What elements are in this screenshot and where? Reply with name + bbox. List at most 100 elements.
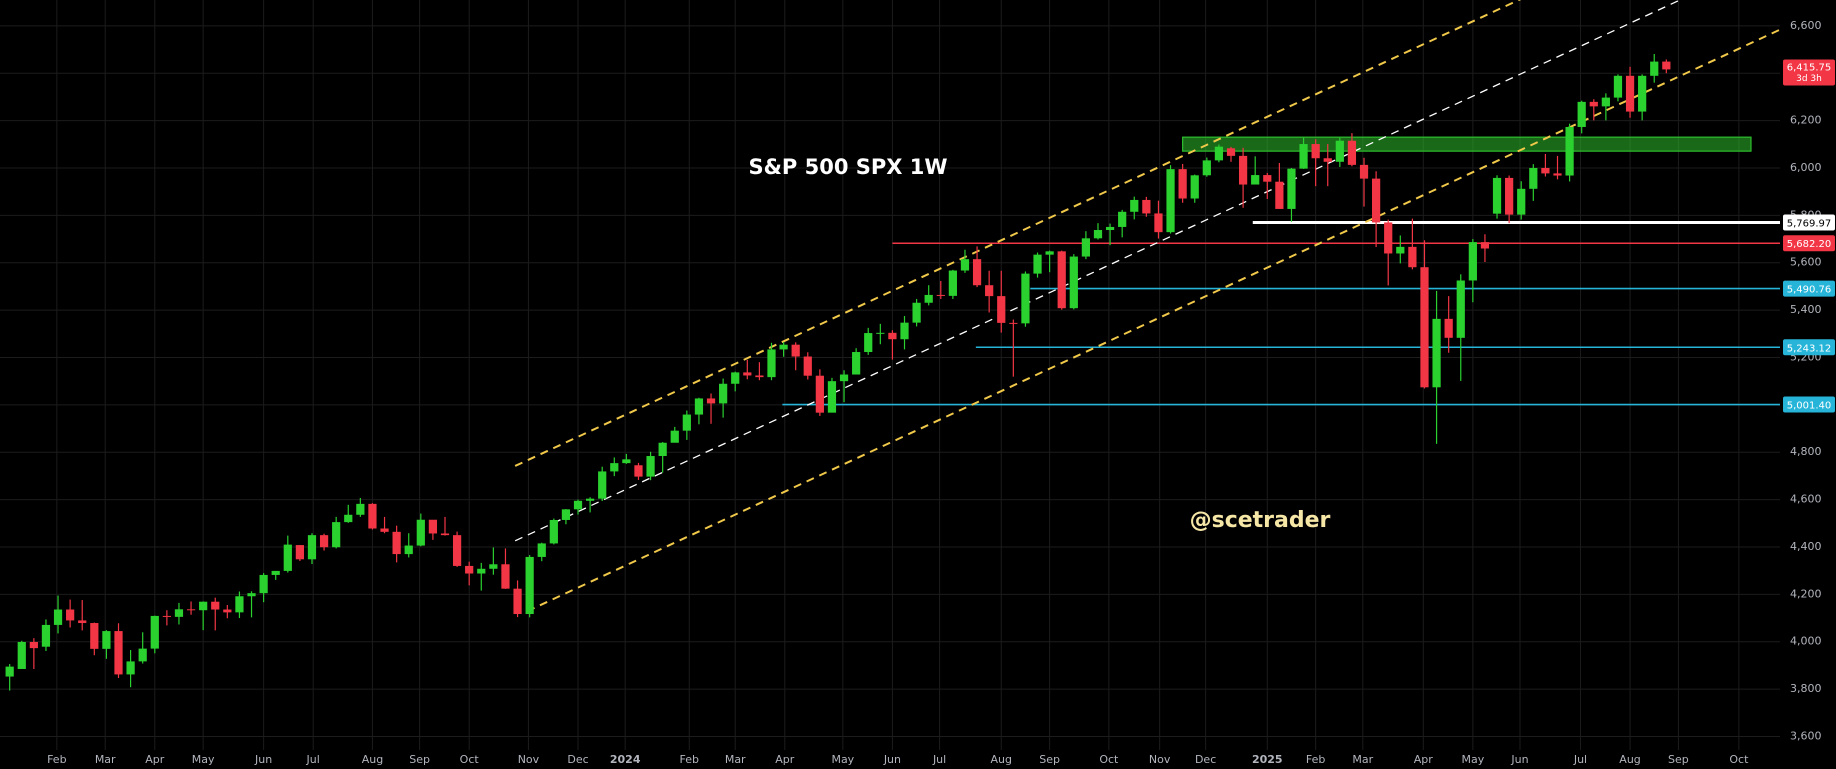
x-tick-label: Feb [1306, 753, 1325, 766]
level-label: 5,243.12 [1787, 343, 1832, 354]
x-tick-label: Oct [460, 753, 480, 766]
candle-body [380, 528, 389, 532]
x-tick-label: Oct [1729, 753, 1749, 766]
x-tick-label: Jun [883, 753, 901, 766]
candle-body [259, 574, 268, 594]
candle-body [41, 624, 51, 647]
x-tick-label: Oct [1099, 753, 1119, 766]
candle-body [779, 344, 788, 350]
candle-body [1625, 75, 1635, 112]
candle-body [1505, 177, 1514, 215]
candle-body [1480, 242, 1490, 249]
candle-body [719, 383, 728, 404]
candle-body [452, 535, 462, 566]
candle-body [319, 535, 329, 548]
chart-title: S&P 500 SPX 1W [748, 155, 947, 179]
y-tick-label: 4,400 [1790, 540, 1822, 553]
candle-body [1589, 101, 1598, 107]
x-tick-label: Mar [725, 753, 746, 766]
candle-body [598, 471, 607, 499]
candle-body [900, 322, 909, 340]
candle-body [622, 459, 631, 464]
candle-body [876, 332, 885, 334]
candle-body [610, 463, 619, 472]
candle-body [90, 623, 99, 649]
candle-body [936, 294, 945, 296]
candle-body [1226, 148, 1236, 156]
y-tick-label: 4,200 [1790, 587, 1822, 600]
candle-body [1384, 222, 1393, 254]
level-label: 5,001.40 [1787, 401, 1832, 412]
level-label: 5,490.76 [1787, 285, 1832, 296]
grid [0, 0, 1780, 750]
candle-body [29, 641, 38, 649]
candle-body [706, 398, 716, 404]
candle-body [1492, 177, 1502, 214]
x-tick-label: Feb [47, 753, 66, 766]
candle-body [489, 564, 498, 569]
x-tick-label: Aug [991, 753, 1012, 766]
candle-body [102, 631, 111, 649]
candle-body [525, 556, 534, 615]
candle-body [1178, 169, 1187, 199]
candle-body [960, 259, 970, 271]
candle-body [1577, 101, 1586, 127]
candle-body [295, 545, 305, 560]
candle-body [1565, 126, 1574, 176]
candle-body [66, 609, 75, 621]
candle-body [1263, 175, 1272, 182]
candle-body [416, 519, 425, 546]
candle-body [646, 456, 655, 477]
candle-body [924, 294, 933, 303]
candle-body [1105, 226, 1115, 231]
candle-body [549, 519, 558, 544]
x-tick-label: May [192, 753, 215, 766]
candle-body [1456, 280, 1465, 338]
candle-body [1517, 188, 1526, 215]
level-label-box [1783, 214, 1835, 231]
level-label: 5,769.97 [1787, 218, 1832, 229]
candle-body [1130, 199, 1139, 212]
candle-body [1251, 175, 1260, 185]
y-tick-label: 6,000 [1790, 161, 1822, 174]
candle-body [1009, 322, 1018, 324]
candle-body [513, 588, 522, 615]
candle-body [247, 593, 256, 597]
candle-body [573, 500, 583, 510]
candle-body [1057, 251, 1066, 309]
candle-body [743, 372, 752, 376]
level-label-box [1783, 396, 1835, 413]
candle-body [658, 442, 667, 457]
candle-body [428, 519, 438, 534]
candle-body [465, 565, 474, 574]
candle-body [235, 596, 244, 613]
x-tick-label: Apr [1414, 753, 1434, 766]
x-tick-label: Sep [1668, 753, 1689, 766]
candle-body [1347, 140, 1357, 165]
candle-body [1335, 140, 1344, 162]
candle-body [791, 344, 800, 357]
candle-body [1202, 160, 1211, 176]
plot-area [5, 0, 1780, 691]
candle-body [332, 522, 341, 548]
candle-body [1033, 254, 1042, 274]
candle-body [1408, 246, 1417, 268]
candle-body [1650, 61, 1659, 76]
y-tick-label: 3,600 [1790, 729, 1822, 742]
price-label: 6,415.75 [1787, 62, 1832, 73]
candle-body [223, 609, 232, 613]
x-tick-label: Aug [362, 753, 383, 766]
candle-body [634, 465, 643, 477]
zone [1182, 136, 1752, 152]
candle-body [1081, 238, 1091, 257]
y-tick-label: 3,800 [1790, 682, 1822, 695]
x-tick-label: Dec [567, 753, 588, 766]
candle-body [912, 302, 921, 323]
y-tick-label: 5,400 [1790, 303, 1822, 316]
candle-body [126, 661, 135, 675]
candle-body [1541, 167, 1550, 174]
candle-body [356, 503, 365, 515]
